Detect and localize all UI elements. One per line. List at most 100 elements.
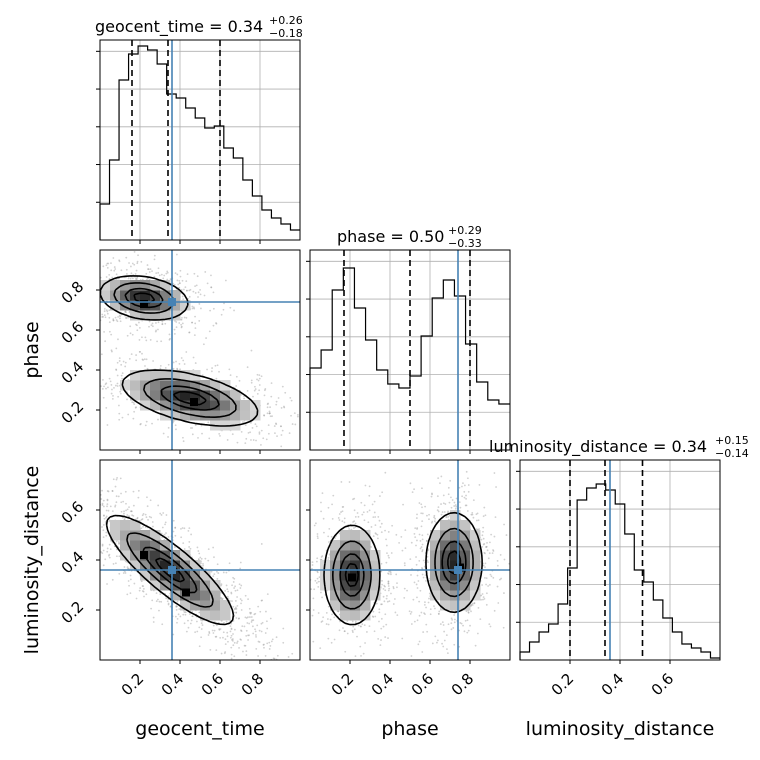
- scatter-point: [176, 617, 179, 620]
- scatter-point: [120, 374, 123, 377]
- scatter-point: [475, 528, 478, 531]
- density-cell: [430, 530, 441, 541]
- scatter-point: [390, 552, 393, 554]
- scatter-point: [346, 632, 349, 635]
- scatter-point: [230, 646, 233, 649]
- scatter-point: [240, 638, 242, 641]
- scatter-point: [139, 350, 141, 353]
- scatter-point: [87, 275, 89, 277]
- scatter-point: [112, 257, 115, 259]
- scatter-point: [242, 421, 244, 423]
- scatter-point: [384, 613, 387, 616]
- scatter-point: [101, 504, 104, 506]
- scatter-point: [180, 325, 183, 328]
- scatter-point: [212, 632, 215, 634]
- scatter-point: [199, 556, 202, 559]
- density-cell: [360, 580, 371, 591]
- scatter-point: [110, 269, 113, 272]
- scatter-point: [194, 315, 196, 318]
- scatter-point: [255, 425, 258, 428]
- scatter-point: [357, 670, 359, 672]
- density-cell: [150, 370, 161, 381]
- scatter-point: [126, 514, 129, 516]
- scatter-point: [148, 325, 150, 328]
- scatter-point: [423, 604, 426, 606]
- scatter-point: [282, 641, 285, 644]
- scatter-point: [86, 297, 88, 299]
- scatter-point: [244, 594, 247, 597]
- x-tick-label: 0.4: [368, 670, 398, 700]
- scatter-point: [331, 517, 334, 520]
- scatter-point: [101, 502, 104, 505]
- scatter-point: [107, 490, 110, 493]
- scatter-point: [233, 608, 236, 610]
- scatter-point: [116, 382, 119, 385]
- scatter-point: [463, 490, 466, 493]
- scatter-point: [162, 432, 165, 435]
- scatter-point: [178, 282, 181, 285]
- scatter-point: [103, 308, 106, 310]
- scatter-point: [135, 354, 138, 356]
- scatter-point: [250, 421, 252, 424]
- scatter-point: [115, 368, 117, 371]
- scatter-point: [120, 269, 123, 272]
- scatter-point: [450, 617, 453, 620]
- scatter-point: [297, 514, 299, 516]
- scatter-point: [280, 699, 282, 701]
- scatter-point: [208, 330, 211, 333]
- scatter-point: [512, 578, 514, 580]
- scatter-point: [483, 597, 486, 600]
- scatter-point: [446, 652, 449, 655]
- density-cell: [130, 540, 141, 551]
- scatter-point: [445, 516, 448, 519]
- scatter-point: [383, 600, 386, 603]
- scatter-point: [266, 412, 269, 415]
- scatter-point: [87, 305, 89, 307]
- scatter-point: [222, 636, 224, 639]
- x-tick-label: 0.6: [408, 670, 438, 700]
- scatter-point: [239, 587, 242, 589]
- scatter-point: [189, 547, 192, 550]
- scatter-point: [235, 617, 238, 619]
- plot-area: 0.20.40.60.80.20.40.60.2 0.4 0.6 0.8 0.2 0.4 0…: [24, 39, 721, 701]
- density-peak: [140, 551, 148, 559]
- scatter-point: [183, 611, 186, 614]
- scatter-point: [485, 583, 487, 586]
- scatter-point: [135, 406, 137, 409]
- scatter-point: [385, 538, 387, 541]
- density-cell: [370, 550, 381, 561]
- scatter-point: [254, 423, 257, 426]
- scatter-point: [258, 377, 261, 380]
- density-cell: [150, 580, 161, 591]
- scatter-point: [200, 622, 203, 625]
- scatter-point: [260, 622, 263, 625]
- scatter-point: [93, 268, 95, 270]
- scatter-point: [108, 377, 111, 380]
- scatter-point: [187, 626, 190, 629]
- scatter-point: [196, 630, 199, 633]
- title-luminosity-distance-lower: −0.14: [715, 447, 749, 460]
- scatter-point: [382, 625, 385, 628]
- scatter-point: [294, 423, 297, 426]
- scatter-point: [473, 602, 476, 604]
- scatter-point: [437, 477, 440, 480]
- scatter-point: [488, 552, 491, 555]
- scatter-point: [103, 314, 106, 317]
- scatter-point: [418, 640, 421, 643]
- scatter-point: [338, 519, 341, 521]
- scatter-point: [220, 313, 223, 316]
- scatter-point: [465, 494, 467, 497]
- scatter-point: [396, 586, 398, 589]
- scatter-point: [119, 390, 122, 393]
- scatter-point: [153, 275, 156, 278]
- contour-level: [323, 511, 483, 626]
- scatter-point: [154, 330, 157, 333]
- scatter-point: [225, 571, 228, 574]
- y-tick-label: 0.8: [58, 278, 88, 308]
- scatter-point: [24, 455, 26, 457]
- scatter-point: [125, 317, 128, 319]
- scatter-point: [145, 593, 148, 596]
- scatter-point: [184, 613, 187, 616]
- density-cell: [160, 560, 171, 571]
- scatter-point: [199, 293, 202, 296]
